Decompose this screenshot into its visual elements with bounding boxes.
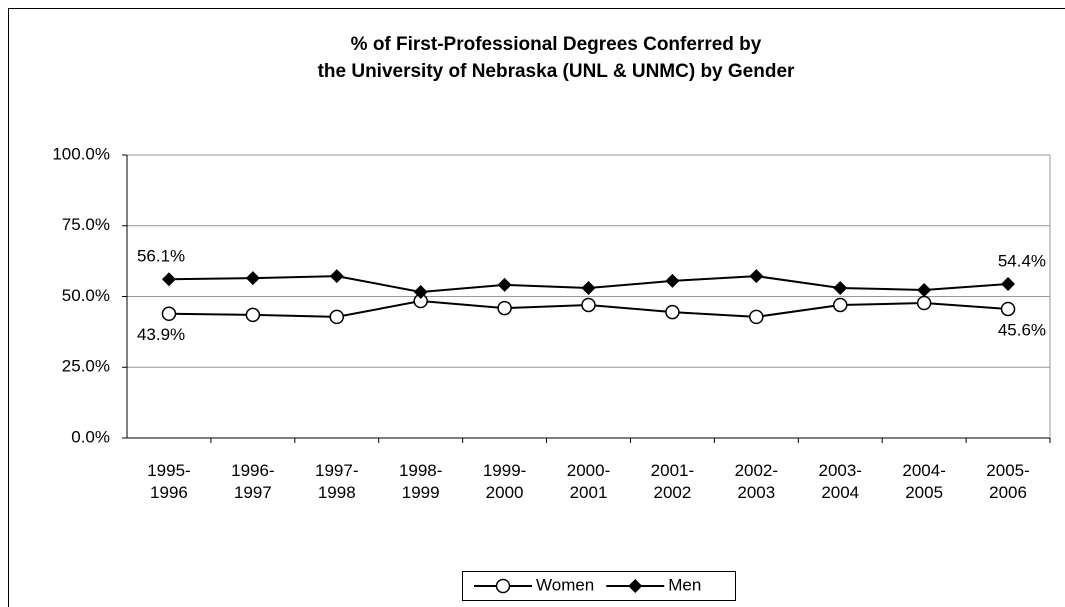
x-tick-label: 2004-2005 (902, 461, 945, 502)
x-tick-label: 2000-2001 (567, 461, 610, 502)
data-point (749, 269, 764, 284)
x-tick-label: 1998-1999 (399, 461, 442, 502)
x-tick-label: 1996-1997 (231, 461, 274, 502)
data-point (1001, 277, 1016, 292)
x-tick-label: 2005-2006 (986, 461, 1029, 502)
data-point (497, 277, 512, 292)
data-point (581, 281, 596, 296)
y-tick-label: 50.0% (62, 286, 110, 305)
data-point (161, 306, 177, 322)
chart-title: the University of Nebraska (UNL & UNMC) … (318, 61, 795, 82)
data-point (245, 271, 260, 286)
legend-label: Men (668, 575, 701, 594)
data-point (833, 281, 848, 296)
x-tick-label: 1999-2000 (483, 461, 526, 502)
data-label: 54.4% (998, 252, 1046, 271)
x-tick-label: 2002-2003 (735, 461, 778, 502)
data-point (245, 307, 261, 323)
data-point (329, 269, 344, 284)
y-tick-label: 0.0% (71, 427, 110, 446)
data-point (161, 272, 176, 287)
data-point (832, 297, 848, 313)
y-tick-label: 100.0% (52, 144, 110, 163)
x-tick-label: 2001-2002 (651, 461, 694, 502)
x-tick-label: 1997-1998 (315, 461, 358, 502)
data-label: 56.1% (137, 247, 185, 266)
legend-marker (628, 579, 643, 593)
data-point (329, 309, 345, 325)
data-point (1000, 301, 1016, 317)
y-tick-label: 25.0% (62, 357, 110, 376)
legend-marker (495, 578, 511, 594)
data-label: 45.6% (998, 320, 1046, 339)
data-point (413, 284, 428, 299)
x-tick-label: 1995-1996 (147, 461, 190, 502)
data-point (665, 273, 680, 288)
data-point (665, 304, 680, 320)
chart-frame (8, 8, 1065, 607)
data-label: 43.9% (137, 325, 185, 344)
data-point (581, 297, 596, 313)
data-point (497, 300, 512, 316)
x-tick-label: 2003-2004 (818, 461, 861, 502)
data-point (749, 309, 764, 325)
data-point (916, 295, 932, 311)
legend-label: Women (536, 575, 594, 594)
chart-title: % of First-Professional Degrees Conferre… (351, 34, 762, 55)
y-tick-label: 75.0% (62, 215, 110, 234)
data-point (917, 282, 932, 297)
